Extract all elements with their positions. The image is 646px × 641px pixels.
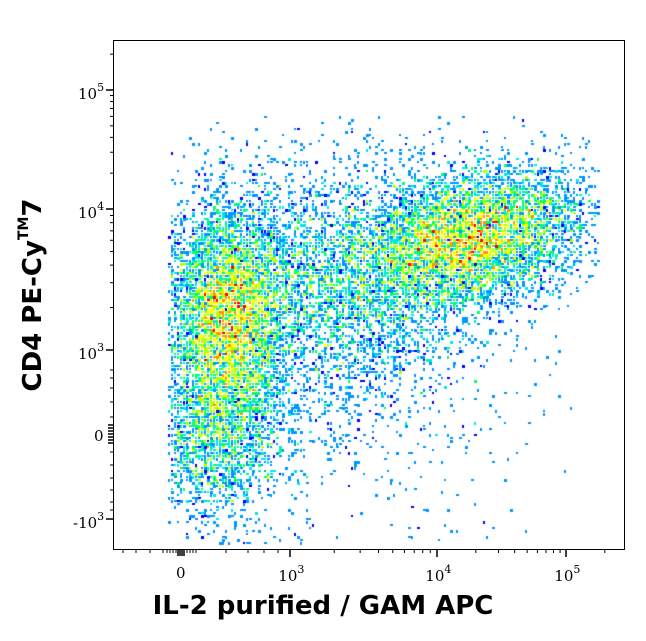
y-tick-label: 104 (78, 200, 105, 222)
density-scatter-points (114, 41, 623, 548)
y-tick-label: 0 (94, 427, 104, 445)
y-axis-title: CD4 PE-CyTM7 (16, 198, 48, 392)
plot-area (113, 40, 625, 550)
x-tick-label: 0 (176, 564, 186, 582)
x-axis-title: IL-2 purified / GAM APC (152, 591, 494, 621)
y-axis-title-tail: 7 (18, 198, 48, 217)
y-tick-label: -103 (73, 510, 105, 532)
y-axis-title-main: CD4 PE-Cy (18, 240, 48, 392)
y-tick-label: 105 (78, 81, 105, 103)
y-tick-label: 103 (78, 341, 105, 363)
trademark-sup: TM (16, 216, 33, 241)
x-tick-label: 105 (554, 563, 581, 585)
x-tick-label: 104 (425, 563, 452, 585)
x-tick-label: 103 (278, 563, 305, 585)
